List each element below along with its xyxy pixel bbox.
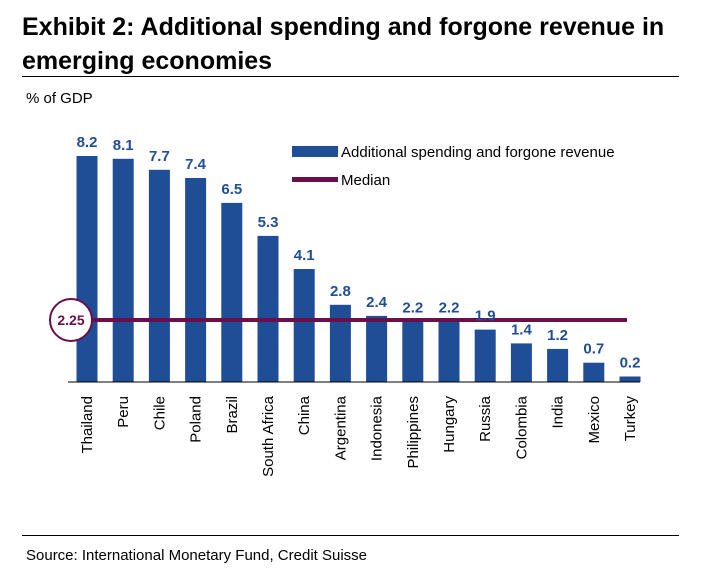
bar-turkey: [619, 376, 641, 382]
value-label-south-africa: 5.3: [258, 214, 279, 231]
legend-median-swatch: [292, 177, 338, 182]
bar-india: [547, 348, 569, 382]
median-value-badge: [49, 298, 93, 342]
category-label-india: India: [550, 395, 567, 428]
median-value-label: 2.25: [57, 312, 84, 328]
category-label-hungary: Hungary: [441, 396, 458, 453]
category-label-russia: Russia: [477, 395, 494, 442]
y-axis-unit-label: % of GDP: [26, 90, 93, 107]
value-label-brazil: 6.5: [221, 181, 242, 198]
chart-title: Exhibit 2: Additional spending and forgo…: [22, 13, 665, 75]
value-label-india: 1.2: [547, 327, 568, 344]
legend: Additional spending and forgone revenue …: [292, 144, 615, 189]
value-label-russia: 1.9: [475, 308, 496, 325]
bar-mexico: [583, 362, 605, 382]
value-label-thailand: 8.2: [77, 134, 98, 151]
value-labels-layer: 8.2 8.1 7.7 7.4 6.5 5.3 4.1 2.8 2.4 2.2 2.2 1.9 1.4 1…: [77, 134, 641, 372]
category-label-china: China: [296, 395, 313, 435]
category-label-south-africa: South Africa: [260, 395, 277, 477]
legend-median-label: Median: [341, 172, 390, 189]
category-label-colombia: Colombia: [513, 395, 530, 459]
category-label-philippines: Philippines: [405, 396, 422, 469]
source-divider: [22, 535, 679, 536]
value-label-china: 4.1: [294, 247, 315, 264]
value-label-mexico: 0.7: [583, 341, 604, 358]
bar-colombia: [510, 343, 532, 382]
bar-chile: [148, 169, 170, 382]
value-label-chile: 7.7: [149, 148, 170, 165]
title-divider: [22, 76, 679, 77]
value-label-colombia: 1.4: [511, 321, 533, 338]
bar-argentina: [329, 304, 351, 382]
value-label-hungary: 2.2: [439, 299, 460, 316]
bar-poland: [185, 178, 207, 382]
value-label-poland: 7.4: [185, 156, 207, 173]
bar-south-africa: [257, 235, 279, 382]
category-label-turkey: Turkey: [622, 396, 639, 442]
category-label-peru: Peru: [115, 396, 132, 428]
category-label-indonesia: Indonesia: [369, 395, 386, 461]
value-label-indonesia: 2.4: [366, 294, 388, 311]
bar-thailand: [76, 156, 98, 382]
category-labels-layer: Thailand Peru Chile Poland Brazil South Afric…: [79, 395, 639, 477]
bar-russia: [474, 329, 496, 382]
bar-peru: [112, 158, 134, 382]
bars-layer: [76, 156, 641, 382]
category-label-brazil: Brazil: [224, 396, 241, 434]
value-label-peru: 8.1: [113, 137, 134, 154]
category-label-poland: Poland: [188, 396, 205, 443]
legend-bar-label: Additional spending and forgone revenue: [341, 144, 615, 161]
category-label-argentina: Argentina: [332, 395, 349, 460]
value-label-argentina: 2.8: [330, 283, 351, 300]
median-layer: 2.25: [49, 298, 627, 342]
source-note: Source: International Monetary Fund, Cre…: [26, 547, 368, 564]
bar-philippines: [402, 321, 424, 382]
bar-brazil: [221, 202, 243, 382]
bar-hungary: [438, 321, 460, 382]
bar-indonesia: [366, 315, 388, 382]
category-label-chile: Chile: [151, 396, 168, 430]
category-label-thailand: Thailand: [79, 396, 96, 454]
legend-bar-swatch: [292, 146, 338, 157]
category-label-mexico: Mexico: [586, 396, 603, 444]
value-label-turkey: 0.2: [620, 355, 641, 372]
bar-china: [293, 269, 315, 382]
value-label-philippines: 2.2: [402, 299, 423, 316]
